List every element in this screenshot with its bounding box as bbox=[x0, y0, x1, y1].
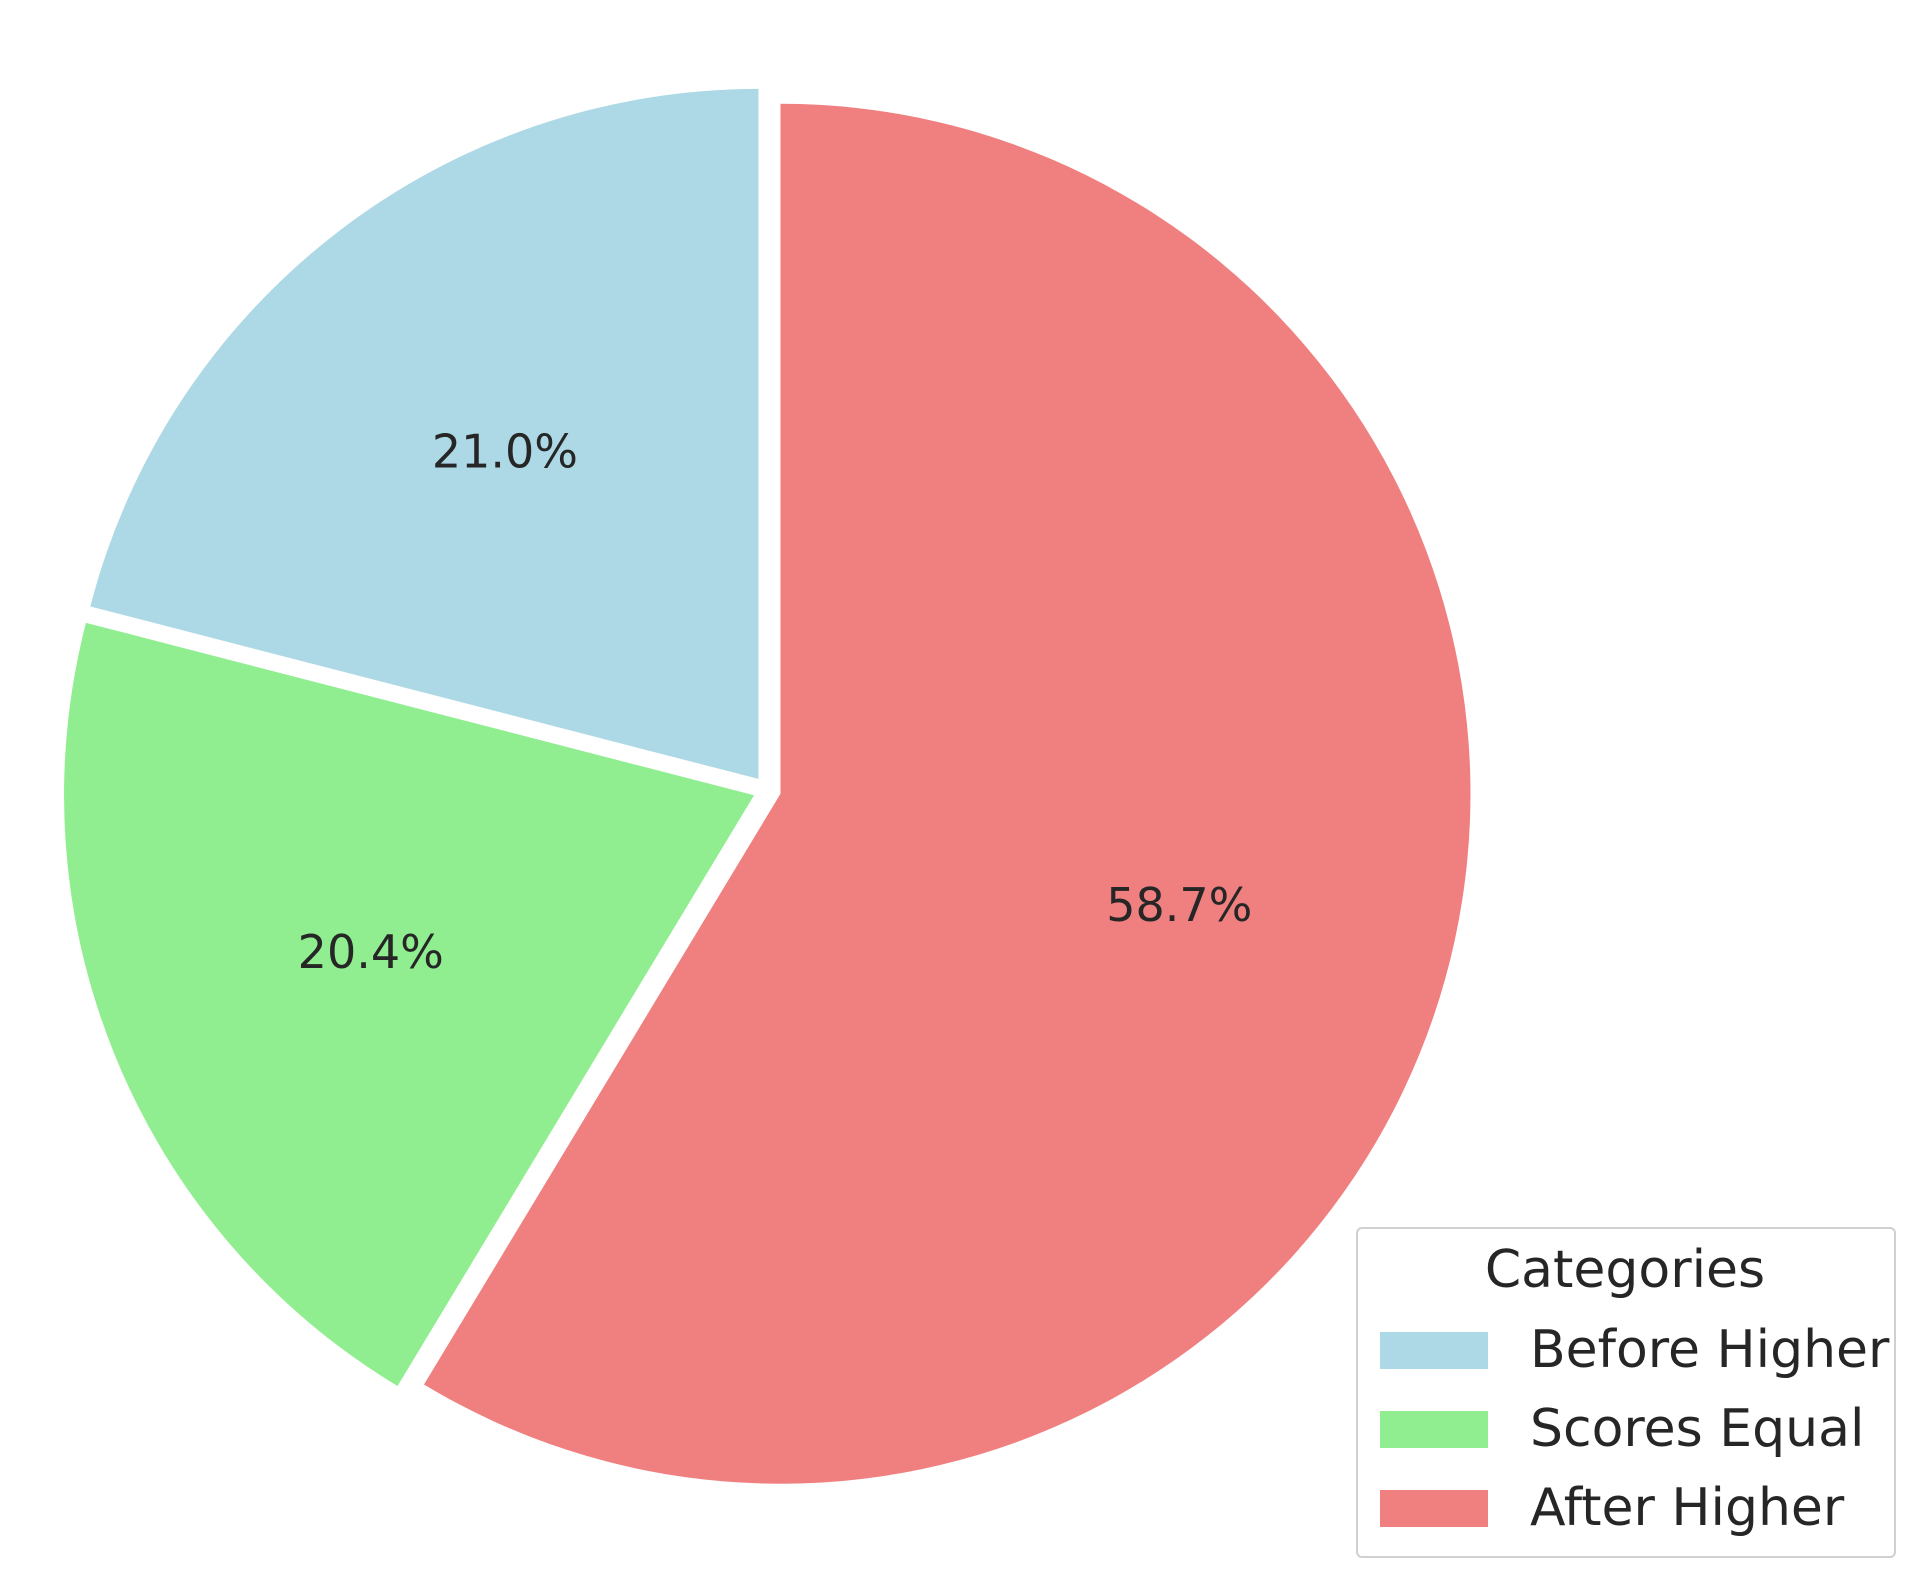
pie-slices bbox=[64, 88, 1471, 1484]
legend-swatch-scores-equal bbox=[1380, 1411, 1488, 1448]
legend-entries: Before Higher Scores Equal After Higher bbox=[1380, 1320, 1890, 1538]
pie-slice-after-higher bbox=[423, 103, 1471, 1484]
pie-labels: 21.0% 20.4% 58.7% bbox=[298, 425, 1253, 979]
pie-slice-scores-equal bbox=[64, 622, 755, 1387]
legend-frame bbox=[1356, 1227, 1896, 1558]
legend-swatch-before-higher bbox=[1380, 1332, 1488, 1369]
legend-label-after-higher: After Higher bbox=[1530, 1478, 1845, 1538]
pie-label-before-higher: 21.0% bbox=[432, 425, 578, 479]
legend-swatch-after-higher bbox=[1380, 1490, 1488, 1527]
pie-label-scores-equal: 20.4% bbox=[298, 925, 444, 979]
legend-title: Categories bbox=[1485, 1240, 1765, 1300]
legend-label-before-higher: Before Higher bbox=[1530, 1320, 1890, 1380]
pie-slice-before-higher bbox=[90, 88, 759, 779]
legend-label-scores-equal: Scores Equal bbox=[1530, 1399, 1864, 1459]
legend: Categories Before Higher Scores Equal Afte… bbox=[1356, 1227, 1896, 1558]
pie-label-after-higher: 58.7% bbox=[1106, 878, 1252, 932]
